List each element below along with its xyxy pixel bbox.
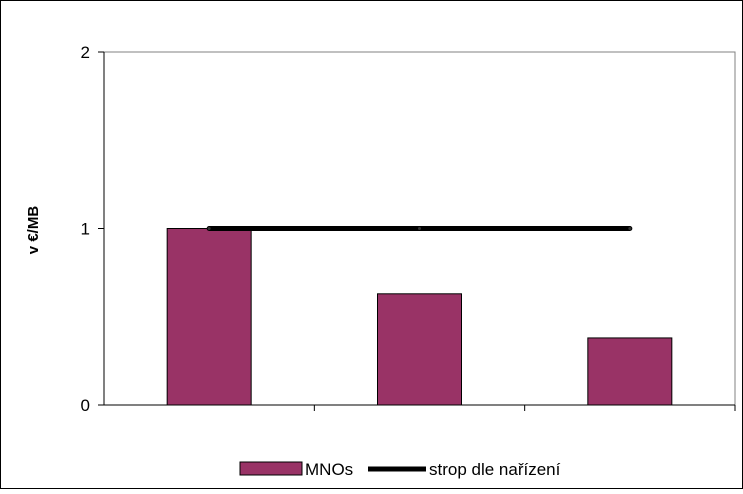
- y-tick-label: 2: [81, 43, 90, 62]
- legend-label-mnos: MNOs: [305, 460, 353, 479]
- y-tick-label: 0: [81, 396, 90, 415]
- plot-area: 0 1 2: [81, 43, 736, 415]
- line-point: [628, 227, 632, 230]
- y-axis-label: v €/MB: [25, 206, 42, 255]
- bar-mnos: [166, 228, 252, 406]
- y-tick-label: 1: [81, 220, 90, 239]
- line-point: [418, 227, 421, 230]
- legend-swatch-mnos: [239, 461, 303, 476]
- bar-mnos: [587, 337, 673, 406]
- legend-label-strop: strop dle nařízení: [429, 460, 561, 479]
- line-point: [207, 227, 211, 230]
- legend: MNOs strop dle nařízení: [239, 460, 561, 479]
- bar-mnos: [377, 293, 462, 406]
